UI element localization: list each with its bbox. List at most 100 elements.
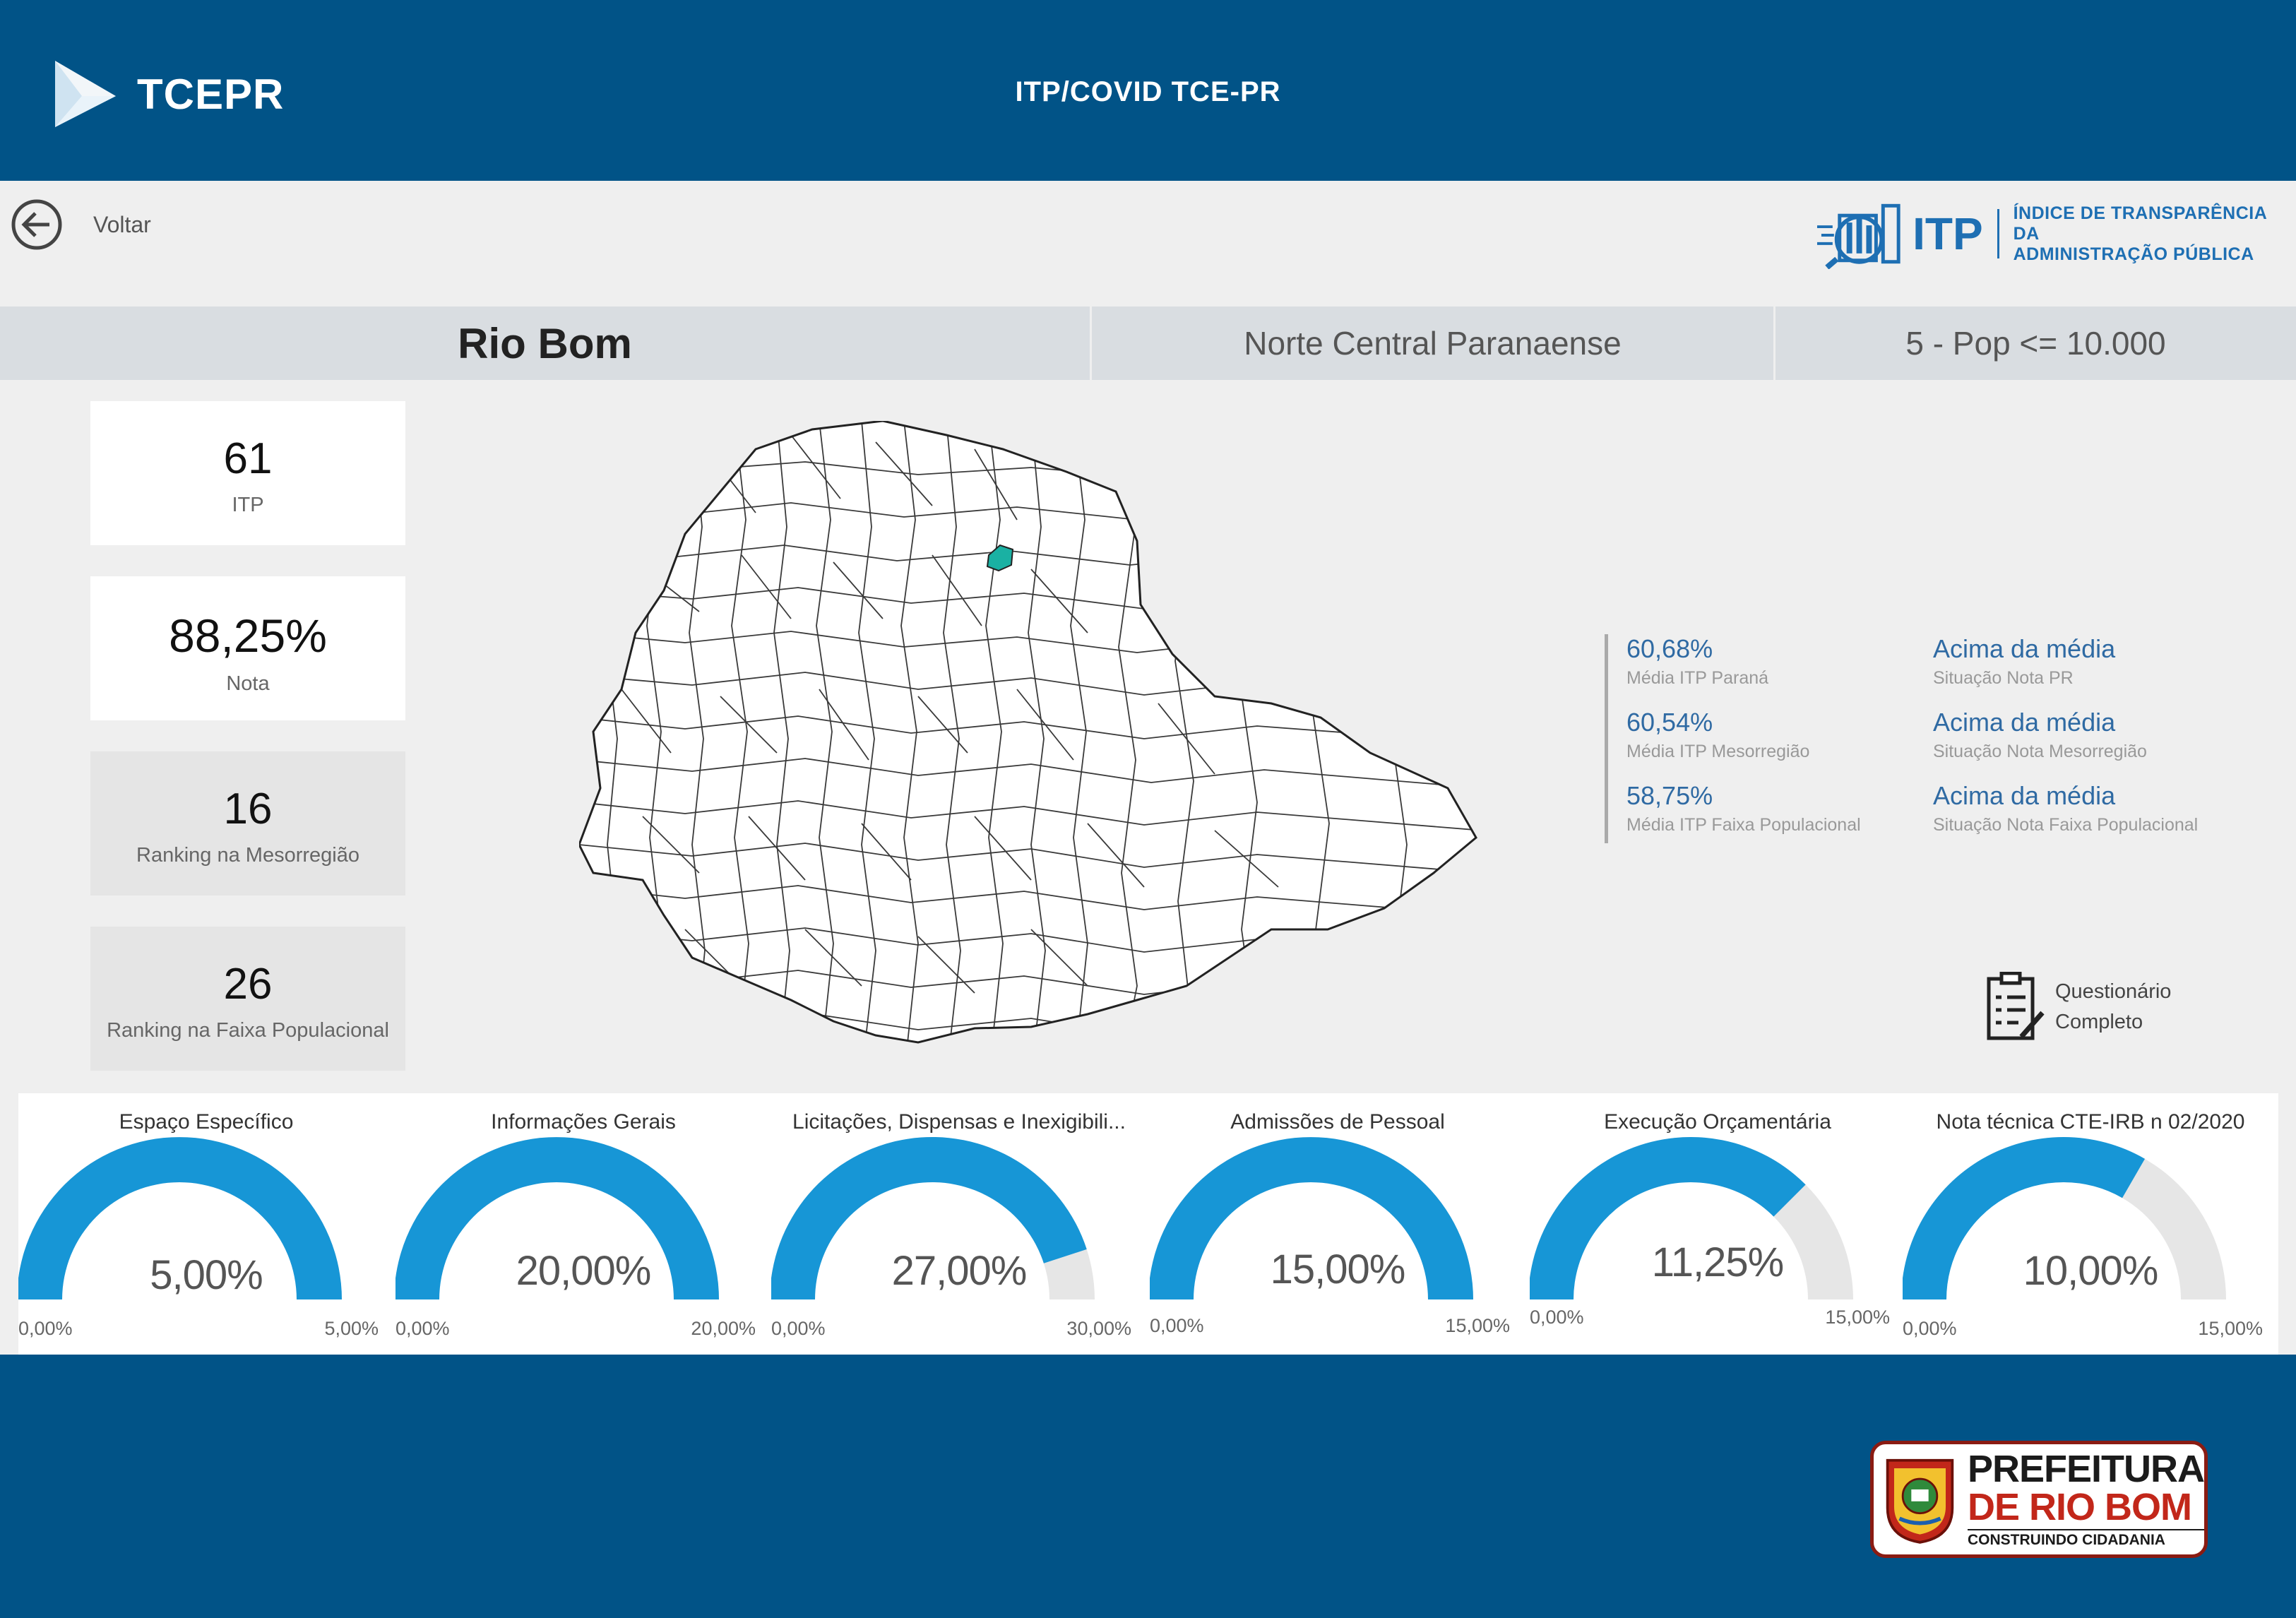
gauge-max: 15,00% [2198, 1318, 2263, 1339]
app-title: ITP/COVID TCE-PR [1015, 76, 1281, 107]
gauge-title: Licitações, Dispensas e Inexigibili... [792, 1110, 1126, 1134]
prefeitura-rio-bom-badge: PREFEITURA DE RIO BOM CONSTRUINDO CIDADA… [1870, 1441, 2208, 1558]
gauge-fill [1150, 1137, 1473, 1299]
itp-description: ÍNDICE DE TRANSPARÊNCIA DA ADMINISTRAÇÃO… [2014, 203, 2296, 265]
gauge-nota-tecnica[interactable]: Nota técnica CTE-IRB n 02/2020 10,00% 0,… [1903, 1093, 2278, 1355]
gauge-title: Admissões de Pessoal [1230, 1110, 1445, 1134]
status-value: Acima da média [1933, 781, 2116, 810]
brand-name: TCEPR [137, 70, 285, 118]
kpi-value: 26 [223, 960, 273, 1009]
status-label: Situação Nota PR [1933, 668, 2074, 688]
municipality-name: Rio Bom [0, 307, 1092, 380]
full-questionnaire-button[interactable]: Questionário Completo [1985, 972, 2171, 1042]
badge-line1: PREFEITURA [1967, 1448, 2205, 1490]
arrow-left-circle-icon [11, 199, 62, 250]
top-bar: TCEPR ITP/COVID TCE-PR [0, 0, 2296, 181]
gauge-fill [771, 1137, 1087, 1299]
gauge-value: 27,00% [891, 1248, 1028, 1294]
status-faixa: Acima da média Situação Nota Faixa Popul… [1933, 781, 2198, 835]
averages-panel: 60,68% Média ITP Paraná Acima da média S… [1605, 634, 2240, 843]
status-value: Acima da média [1933, 708, 2116, 737]
gauge-max: 15,00% [1825, 1307, 1890, 1328]
gauge-title: Informações Gerais [491, 1110, 676, 1134]
gauge-fill [18, 1137, 342, 1299]
gauge-max: 30,00% [1066, 1318, 1131, 1339]
gauge-execucao-orcamentaria[interactable]: Execução Orçamentária 11,25% 0,00% 15,00… [1530, 1093, 1905, 1355]
gauge-value: 20,00% [516, 1248, 652, 1294]
average-value: 58,75% [1626, 781, 1713, 810]
kpi-card-ranking-faixa: 26 Ranking na Faixa Populacional [90, 927, 405, 1071]
average-faixa: 58,75% Média ITP Faixa Populacional [1626, 781, 1861, 835]
gauge-espaco-especifico[interactable]: Espaço Específico 5,00% 0,00% 5,00% [18, 1093, 394, 1355]
itp-description-line1: ÍNDICE DE TRANSPARÊNCIA DA [2013, 203, 2267, 244]
gauge-arc [1150, 1137, 1473, 1299]
gauge-max: 15,00% [1445, 1315, 1510, 1336]
kpi-card-ranking-mesorregiao: 16 Ranking na Mesorregião [90, 751, 405, 896]
kpi-label: ITP [232, 494, 264, 516]
gauge-min: 0,00% [1903, 1318, 1957, 1339]
gauge-min: 0,00% [771, 1318, 826, 1339]
badge-line3: CONSTRUINDO CIDADANIA [1967, 1529, 2204, 1549]
gauge-value: 5,00% [150, 1252, 263, 1298]
gauge-title: Nota técnica CTE-IRB n 02/2020 [1936, 1110, 2245, 1134]
gauge-min: 0,00% [18, 1318, 73, 1339]
questionnaire-label: Questionário Completo [2055, 977, 2171, 1037]
rio-bom-highlight[interactable] [986, 544, 1014, 572]
gauge-admissoes-pessoal[interactable]: Admissões de Pessoal 15,00% 0,00% 15,00% [1150, 1093, 1525, 1355]
back-label: Voltar [93, 211, 151, 237]
gauge-min: 0,00% [1150, 1315, 1204, 1336]
average-label: Média ITP Paraná [1626, 668, 1769, 688]
kpi-card-nota: 88,25% Nota [90, 576, 405, 720]
kpi-label: Ranking na Mesorregião [136, 844, 359, 867]
tcepr-logo-icon [55, 61, 116, 127]
checklist-icon [1987, 972, 2045, 1040]
gauge-fill [395, 1137, 719, 1299]
gauge-max: 20,00% [691, 1318, 756, 1339]
gauge-max: 5,00% [324, 1318, 379, 1339]
itp-emblem-icon [1816, 203, 1901, 269]
gauge-title: Execução Orçamentária [1604, 1110, 1831, 1134]
kpi-label: Ranking na Faixa Populacional [107, 1019, 389, 1042]
average-value: 60,68% [1626, 634, 1713, 663]
status-mesorregiao: Acima da média Situação Nota Mesorregião [1933, 708, 2147, 762]
gauge-value: 10,00% [2023, 1248, 2159, 1294]
gauge-arc [1903, 1137, 2226, 1299]
mesoregion-name: Norte Central Paranaense [1092, 307, 1775, 380]
gauge-min: 0,00% [1530, 1307, 1584, 1328]
questionnaire-line2: Completo [2055, 1011, 2143, 1033]
parana-municipalities-map[interactable] [579, 421, 1483, 1049]
gauge-arc [771, 1137, 1095, 1299]
gauge-value: 15,00% [1270, 1247, 1406, 1292]
status-value: Acima da média [1933, 634, 2116, 663]
gauge-arc [1530, 1137, 1853, 1299]
average-mesorregiao: 60,54% Média ITP Mesorregião [1626, 708, 1809, 762]
gauge-fill [1903, 1137, 2146, 1299]
gauge-licitacoes[interactable]: Licitações, Dispensas e Inexigibili... 2… [771, 1093, 1147, 1355]
average-value: 60,54% [1626, 708, 1713, 737]
municipality-info-bar: Rio Bom Norte Central Paranaense 5 - Pop… [0, 307, 2296, 380]
status-parana: Acima da média Situação Nota PR [1933, 634, 2115, 689]
gauge-min: 0,00% [395, 1318, 450, 1339]
status-label: Situação Nota Faixa Populacional [1933, 815, 2199, 835]
tcepr-logo: TCEPR [45, 55, 284, 133]
gauge-title: Espaço Específico [119, 1110, 294, 1134]
main-panel: Voltar ITP ÍNDICE DE TRANSPARÊNCIA DA AD… [0, 181, 2296, 1355]
kpi-label: Nota [226, 672, 270, 695]
gauge-arc [18, 1137, 342, 1299]
average-label: Média ITP Faixa Populacional [1626, 815, 1861, 835]
back-button[interactable]: Voltar [10, 198, 151, 251]
kpi-card-itp: 61 ITP [90, 401, 405, 545]
badge-line2: DE RIO BOM [1967, 1486, 2192, 1528]
badge-text: PREFEITURA DE RIO BOM CONSTRUINDO CIDADA… [1967, 1448, 2205, 1549]
questionnaire-line1: Questionário [2055, 980, 2172, 1003]
gauge-arc [395, 1137, 719, 1299]
kpi-value: 16 [223, 785, 273, 833]
gauge-value: 11,25% [1651, 1239, 1784, 1285]
status-label: Situação Nota Mesorregião [1933, 742, 2147, 761]
itp-description-line2: ADMINISTRAÇÃO PÚBLICA [2013, 244, 2254, 264]
gauge-informacoes-gerais[interactable]: Informações Gerais 20,00% 0,00% 20,00% [395, 1093, 771, 1355]
category-gauges: Espaço Específico 5,00% 0,00% 5,00% Info… [18, 1093, 2278, 1355]
itp-separator [1997, 209, 1999, 258]
itp-logo: ITP ÍNDICE DE TRANSPARÊNCIA DA ADMINISTR… [1816, 195, 2296, 273]
average-label: Média ITP Mesorregião [1626, 742, 1810, 761]
